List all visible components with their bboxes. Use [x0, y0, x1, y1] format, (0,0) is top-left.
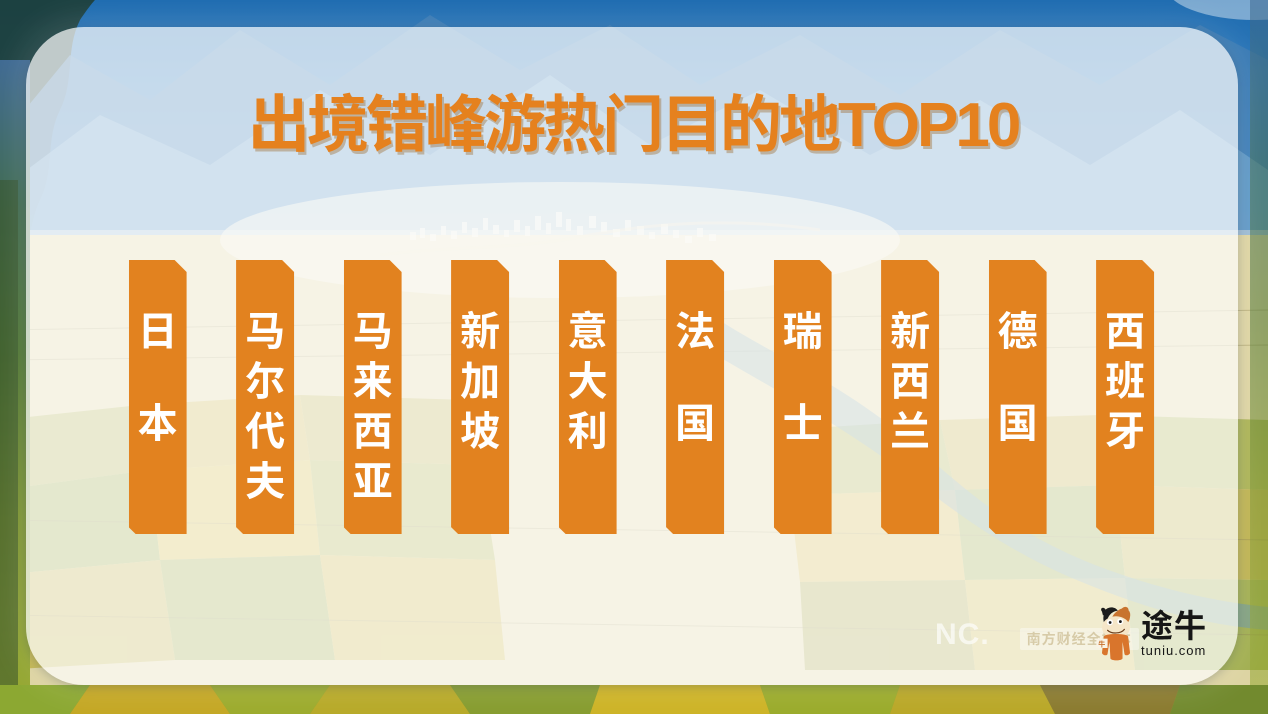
- svg-text:牛: 牛: [1098, 640, 1105, 649]
